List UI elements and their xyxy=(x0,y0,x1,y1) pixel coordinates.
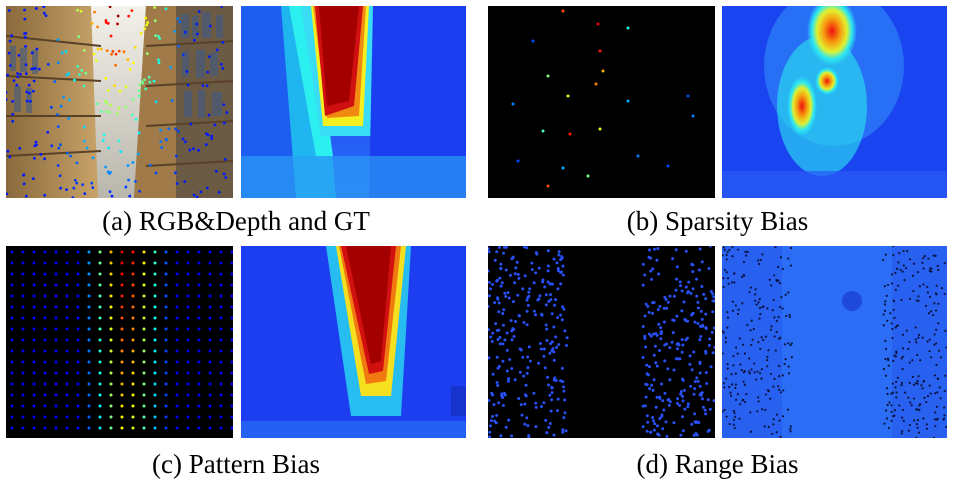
panel-d-range-input xyxy=(488,246,715,438)
panel-c-grid-input xyxy=(6,246,233,438)
panel-b-sparse-input xyxy=(488,6,715,198)
caption-a: (a) RGB&Depth and GT xyxy=(102,206,370,236)
panel-d-prediction xyxy=(722,246,947,438)
panel-c-prediction xyxy=(241,246,466,438)
panel-a-ground-truth-depth xyxy=(241,6,466,198)
caption-b: (b) Sparsity Bias xyxy=(626,206,809,236)
caption-d: (d) Range Bias xyxy=(636,449,799,479)
caption-c: (c) Pattern Bias xyxy=(152,449,320,479)
panel-b-prediction xyxy=(722,6,947,198)
panel-a-rgb-image xyxy=(6,6,233,198)
